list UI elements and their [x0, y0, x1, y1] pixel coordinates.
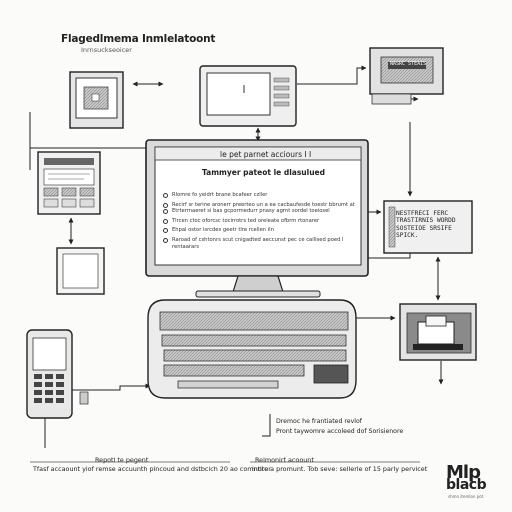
- top-left-display-unit: [69, 71, 124, 129]
- mobile-phone: [26, 329, 89, 419]
- bullet-icon: [163, 193, 168, 198]
- logo-line-2: blacb: [446, 477, 487, 493]
- top-small-monitor: [199, 65, 297, 127]
- left-card: [56, 247, 105, 295]
- note-printer-1: Dremoc he frantiated revlof: [276, 418, 362, 425]
- brand-logo: Mlp blacb shmn itemlon pot: [446, 462, 498, 502]
- bullet-icon: [163, 209, 168, 215]
- bullet-icon: [163, 228, 168, 234]
- caption-right-title: Relmonirt acoount: [255, 456, 314, 464]
- logo-line-3: shmn itemlon pot: [448, 494, 484, 499]
- list-item: Ehpal ostor isrcdes geetr tlre rcellen i…: [163, 227, 363, 234]
- panel-line: SOSTEIOE SRSIFE: [396, 224, 452, 232]
- list-item: Recirf sr terine aronerr preerteo un a e…: [163, 202, 363, 209]
- arrow-phone-to-keyboard: [72, 383, 151, 391]
- arrow-monitor-to-top-right: [297, 65, 367, 85]
- screen-header-text: le pet parnet acciours I I: [220, 150, 312, 159]
- caption-left-body: Tfasf accaount yiof remse accuunth pinco…: [33, 465, 271, 473]
- top-right-label: NASRC STEAIS: [390, 61, 427, 67]
- bullet-icon: [163, 202, 168, 208]
- panel-line: TRASTIRNIS WORDD: [396, 217, 456, 225]
- note-printer-2: Pront taywomre accoleed dof Sorisienore: [276, 428, 404, 435]
- caption-left-title: Repotl te pegent: [95, 456, 149, 464]
- bullet-icon: [163, 237, 168, 243]
- caption-right-body: inore a promunt. Tob seve: sellerle of 1…: [252, 465, 428, 473]
- logo-line-1: Mlp: [446, 462, 481, 483]
- list-item: Raroad of cshtonrs scut cnigadted aeccun…: [163, 237, 363, 250]
- screen-item-list: Rlomre fo yeidrt brane bcafeer czller Re…: [163, 192, 363, 250]
- left-app-window: [37, 151, 101, 215]
- main-monitor: [145, 139, 369, 298]
- screen-heading-text: Tammyer pateot le dlasulued: [202, 168, 326, 177]
- list-item: Tlrcen ctoc oforcsc tocirrotrs ted orele…: [163, 218, 363, 225]
- diagram-subtitle: Inrnsuckseoicer: [81, 46, 132, 54]
- top-right-server-box: [369, 47, 444, 105]
- bullet-icon: [163, 218, 168, 224]
- diagram-title: Flagedlmema Inmlelatoont: [61, 33, 216, 45]
- keyboard-console: [147, 299, 357, 399]
- printer-device: [399, 303, 477, 361]
- panel-line: NESTFRECI FERC: [396, 210, 449, 217]
- connector-arrows: [29, 65, 444, 448]
- right-info-panel: [383, 200, 473, 254]
- list-item: Etrterrnaeret si bas gcpormedurr pnasy a…: [163, 208, 363, 215]
- arrow-note-line: [262, 414, 271, 437]
- list-item: Rlomre fo yeidrt brane bcafeer czller: [163, 192, 363, 199]
- right-panel-text: NESTFRECI FERC TRASTIRNIS WORDD SOSTEIOE…: [396, 210, 456, 240]
- panel-line: SPICK.: [396, 232, 419, 240]
